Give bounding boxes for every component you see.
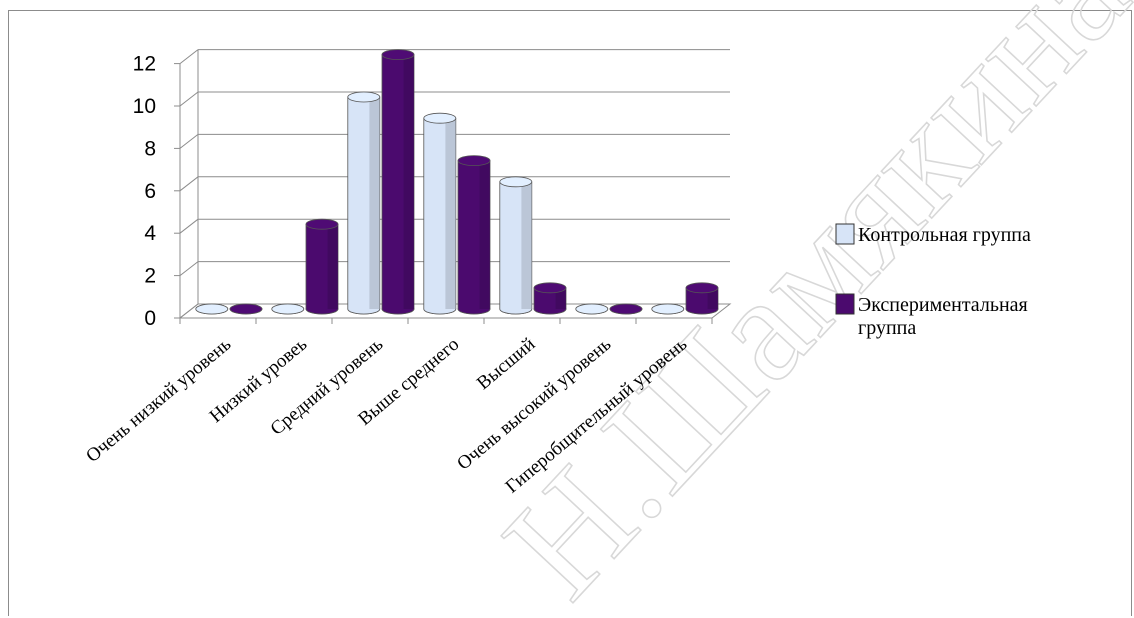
y-tick-label: 2 (144, 265, 156, 288)
bar-top (195, 303, 229, 315)
bar-top (381, 49, 415, 60)
bar (423, 112, 457, 315)
bar-shade (445, 118, 456, 309)
bar (499, 176, 533, 315)
legend-swatch (835, 293, 855, 315)
gridline-diagonal (179, 218, 199, 234)
bar-top (575, 303, 609, 315)
bars (195, 49, 719, 315)
bar-top (533, 282, 567, 294)
bar (651, 303, 685, 315)
y-tick-label: 10 (133, 95, 156, 118)
bar (575, 303, 609, 315)
bar (381, 49, 415, 315)
floor-plane (178, 303, 732, 319)
x-tick-label: Высший (473, 334, 539, 394)
bar-shade (369, 97, 380, 309)
bar-top (347, 91, 381, 103)
y-tick-label: 12 (133, 53, 156, 76)
bar-top (229, 303, 263, 315)
legend-label: Контрольная группа (858, 224, 1031, 246)
gridline-diagonal (179, 176, 199, 192)
bar (533, 282, 567, 315)
bar (229, 303, 263, 315)
bar (347, 91, 381, 315)
gridline-diagonal (179, 134, 199, 149)
axes (174, 49, 732, 324)
y-tick-labels: 0 2 4 6 8 10 12 (133, 53, 157, 330)
x-tick-label: Очень низкий уровень (82, 334, 235, 467)
bar-shade (403, 54, 414, 309)
bar-top (499, 176, 533, 188)
bar-shade (555, 287, 566, 309)
bar (457, 155, 491, 315)
bar-top (651, 303, 685, 315)
gridline-diagonal (179, 91, 199, 107)
y-tick-label: 0 (144, 307, 156, 330)
watermark: Н.Шамякина (473, 0, 1134, 618)
bar (305, 218, 339, 315)
bar-top (423, 112, 457, 124)
bar-top (305, 218, 339, 230)
chart-frame (8, 10, 1132, 616)
bar-top (457, 155, 491, 167)
y-tick-label: 4 (144, 222, 156, 245)
bar-shade (327, 224, 338, 309)
gridline-diagonal (179, 261, 199, 276)
bar (685, 282, 719, 315)
bar-top (271, 303, 305, 315)
gridline-diagonal (179, 49, 199, 64)
legend-label: Экспериментальная (858, 294, 1028, 316)
legend-label: группа (858, 317, 916, 339)
bar (271, 303, 305, 315)
bar-top (609, 303, 643, 315)
bar (609, 303, 643, 315)
y-tick-label: 8 (144, 137, 156, 160)
y-tick-label: 6 (144, 180, 156, 203)
bar-top (685, 282, 719, 294)
bar-shade (521, 181, 532, 309)
legend-swatch (835, 223, 855, 245)
bar-shade (707, 287, 718, 309)
legend: Контрольная группа Экспериментальнаягрупп… (835, 223, 1031, 339)
bar-shade (479, 160, 490, 309)
bar (195, 303, 229, 315)
